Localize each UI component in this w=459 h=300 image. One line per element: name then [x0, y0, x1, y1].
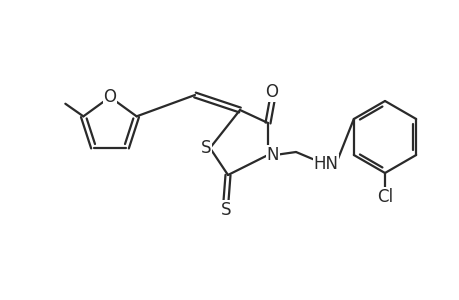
Text: S: S: [220, 201, 231, 219]
Text: O: O: [265, 83, 278, 101]
Text: S: S: [200, 139, 211, 157]
Text: HN: HN: [313, 155, 338, 173]
Text: O: O: [103, 88, 116, 106]
Text: N: N: [266, 146, 279, 164]
Text: Cl: Cl: [376, 188, 392, 206]
